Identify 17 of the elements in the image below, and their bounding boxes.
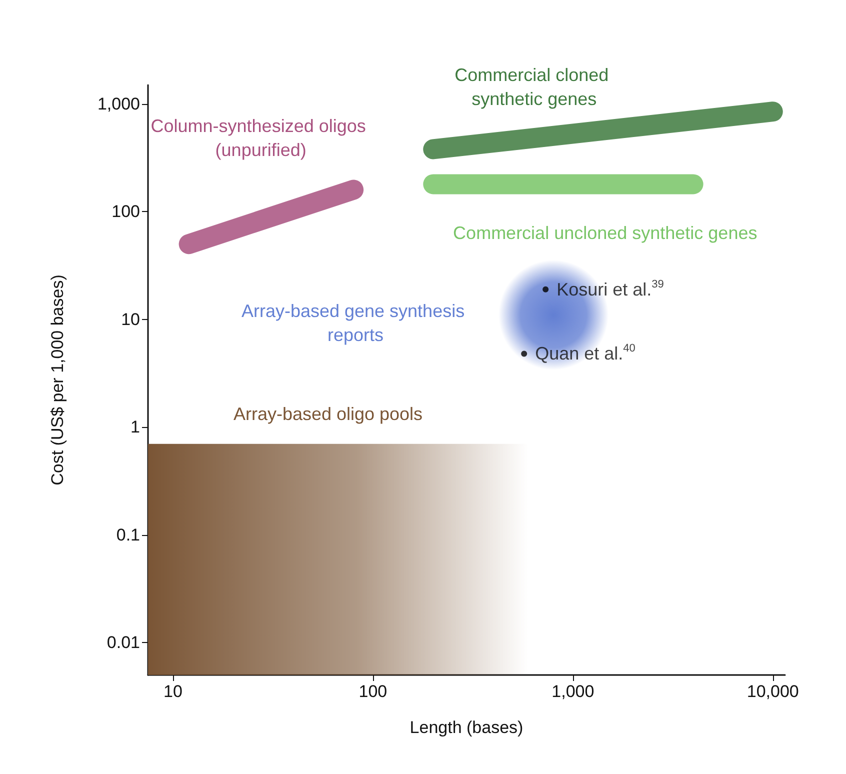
x-axis-title: Length (bases) (410, 718, 524, 737)
series-label: Array-based gene synthesis reports (241, 300, 470, 345)
y-axis-title: Cost (US$ per 1,000 bases) (48, 274, 67, 486)
x-tick-label: 100 (358, 682, 388, 701)
y-tick-label: 0.1 (116, 525, 140, 544)
y-tick-label: 0.01 (106, 633, 140, 652)
y-tick-label: 1,000 (97, 94, 140, 114)
series-label: Array-based oligo pools (233, 404, 423, 424)
y-tick-label: 1 (130, 418, 140, 437)
x-tick-label: 10 (164, 682, 182, 701)
series-label: Column-synthesized oligos (unpurified) (150, 116, 371, 160)
x-tick-label: 10,000 (746, 682, 799, 701)
series-label: Commercial cloned synthetic genes (454, 65, 614, 110)
y-tick-label: 10 (121, 310, 140, 329)
text: Commercial uncloned synthetic genes (453, 223, 758, 244)
x-tick-label: 1,000 (552, 682, 594, 701)
y-tick-label: 100 (112, 202, 140, 222)
